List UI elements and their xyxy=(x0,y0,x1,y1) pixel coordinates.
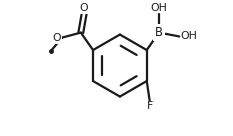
Text: OH: OH xyxy=(180,31,197,41)
Text: O: O xyxy=(52,33,61,43)
Text: B: B xyxy=(155,26,163,39)
Text: F: F xyxy=(147,101,153,111)
Text: OH: OH xyxy=(151,3,167,13)
Text: O: O xyxy=(80,3,89,13)
